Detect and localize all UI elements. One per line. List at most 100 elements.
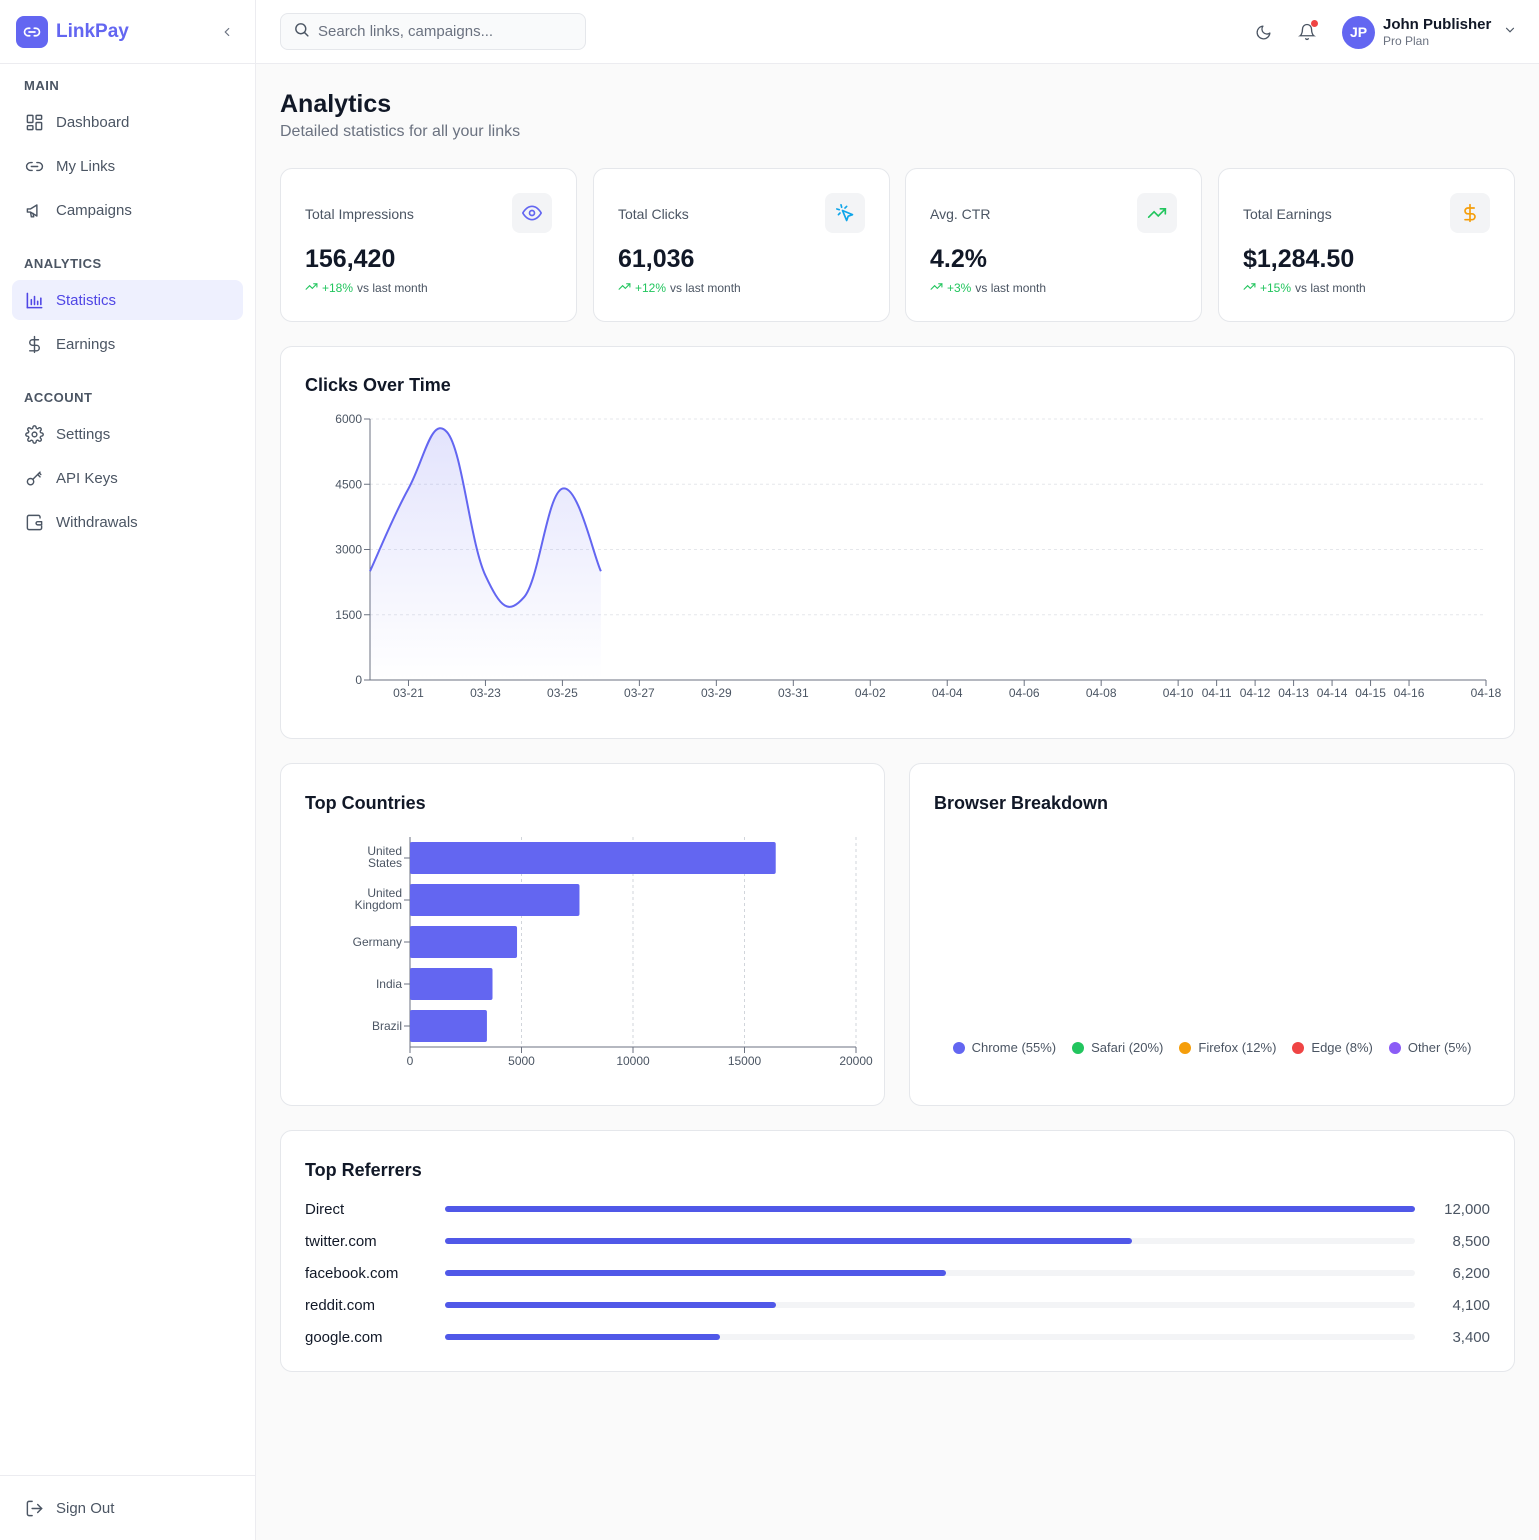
legend-item-chrome[interactable]: Chrome (55%)	[952, 1040, 1056, 1055]
country-bar	[410, 884, 580, 916]
stat-change-value: +3%	[947, 281, 972, 295]
referrer-row[interactable]: google.com 3,400	[305, 1327, 1490, 1347]
sidebar-item-label: Dashboard	[56, 113, 130, 131]
gear-icon	[24, 424, 44, 444]
x-tick-label: 04-11	[1202, 686, 1232, 700]
referrer-row[interactable]: twitter.com 8,500	[305, 1231, 1490, 1251]
cursor-click-icon	[825, 193, 865, 233]
clicks-series-line	[369, 427, 602, 608]
referrer-name: facebook.com	[305, 1264, 399, 1282]
legend-dot	[1388, 1041, 1401, 1054]
legend-dot	[1072, 1041, 1085, 1054]
sidebar-item-api-keys[interactable]: API Keys	[12, 458, 243, 498]
referrer-bar-track	[445, 1334, 1415, 1340]
sidebar-item-withdrawals[interactable]: Withdrawals	[12, 502, 243, 542]
x-tick-label: 04-08	[1086, 686, 1117, 700]
search-input[interactable]	[318, 23, 568, 40]
stat-change-value: +18%	[322, 281, 354, 295]
stat-value: 61,036	[618, 245, 695, 273]
sidebar-item-label: Settings	[56, 425, 111, 443]
sidebar-item-statistics[interactable]: Statistics	[12, 280, 243, 320]
brand-name[interactable]: LinkPay	[56, 20, 129, 42]
x-tick-label: 04-14	[1317, 686, 1348, 700]
search-icon	[293, 21, 310, 43]
referrer-row[interactable]: reddit.com 4,100	[305, 1295, 1490, 1315]
legend-item-edge[interactable]: Edge (8%)	[1292, 1040, 1373, 1055]
x-tick-label: 03-27	[624, 686, 655, 700]
legend-label: Edge (8%)	[1311, 1040, 1373, 1055]
legend-label: Other (5%)	[1407, 1040, 1472, 1055]
referrer-name: twitter.com	[305, 1232, 377, 1250]
y-tick-label-line: Kingdom	[355, 898, 402, 912]
sidebar-item-dashboard[interactable]: Dashboard	[12, 102, 243, 142]
referrer-row[interactable]: Direct 12,000	[305, 1199, 1490, 1219]
trending-up-icon	[1243, 280, 1256, 296]
avatar: JP	[1342, 15, 1375, 49]
referrer-row[interactable]: facebook.com 6,200	[305, 1263, 1490, 1283]
sidebar-item-label: My Links	[56, 157, 116, 175]
stat-label: Avg. CTR	[930, 206, 991, 222]
user-menu[interactable]: JP John Publisher Pro Plan	[1342, 14, 1517, 50]
stat-label: Total Earnings	[1243, 206, 1332, 222]
legend-dot	[1179, 1041, 1192, 1054]
chart-title: Clicks Over Time	[305, 375, 451, 395]
x-tick-label: 10000	[616, 1054, 650, 1068]
x-tick-label: 04-18	[1471, 686, 1502, 700]
legend-item-safari[interactable]: Safari (20%)	[1072, 1040, 1163, 1055]
search-box[interactable]	[280, 13, 586, 50]
x-tick-label: 04-13	[1278, 686, 1309, 700]
logo-link-icon[interactable]	[16, 15, 48, 48]
referrer-bar-fill	[445, 1302, 777, 1308]
referrer-bar-track	[445, 1206, 1415, 1212]
x-tick-label: 04-15	[1355, 686, 1386, 700]
y-tick-label: 6000	[335, 412, 362, 426]
legend-dot	[952, 1041, 965, 1054]
sidebar-item-campaigns[interactable]: Campaigns	[12, 190, 243, 230]
top-bar: JP John Publisher Pro Plan	[256, 0, 1539, 64]
nav-heading: MAIN	[24, 78, 60, 93]
wallet-icon	[24, 512, 44, 532]
page-subtitle: Detailed statistics for all your links	[280, 123, 521, 140]
dark-mode-toggle-moon-icon[interactable]	[1251, 20, 1275, 44]
x-tick-label: 20000	[839, 1054, 873, 1068]
collapse-sidebar-chevron-left-icon[interactable]	[217, 22, 237, 42]
bar-chart-icon	[24, 290, 44, 310]
stat-change: +18% vs last month	[305, 280, 552, 296]
referrer-value: 4,100	[1452, 1296, 1490, 1314]
sidebar-item-my-links[interactable]: My Links	[12, 146, 243, 186]
notifications-bell-icon[interactable]	[1295, 20, 1319, 44]
y-tick-label-line: United	[367, 844, 402, 858]
referrer-bar-track	[445, 1302, 1415, 1308]
sign-out-label: Sign Out	[56, 1499, 115, 1517]
stat-card-impressions: Total Impressions 156,420 +18% vs last m…	[280, 168, 577, 322]
stat-value: 4.2%	[930, 245, 987, 273]
sign-out-button[interactable]: Sign Out	[12, 1488, 243, 1528]
clicks-area-fill	[370, 428, 601, 680]
x-tick-label: 03-23	[470, 686, 501, 700]
y-tick-label: 3000	[335, 543, 362, 557]
stat-change-suffix: vs last month	[975, 281, 1047, 295]
sidebar-item-label: Withdrawals	[56, 513, 138, 531]
chart-title: Top Countries	[305, 793, 426, 813]
sidebar-item-label: Earnings	[56, 335, 116, 353]
sidebar-item-settings[interactable]: Settings	[12, 414, 243, 454]
stat-change-suffix: vs last month	[357, 281, 428, 295]
sidebar-item-earnings[interactable]: Earnings	[12, 324, 243, 364]
legend-item-other[interactable]: Other (5%)	[1388, 1040, 1472, 1055]
legend-dot	[1292, 1041, 1305, 1054]
referrer-bar-fill	[445, 1238, 1133, 1244]
stat-card-ctr: Avg. CTR 4.2% +3% vs last month	[905, 168, 1202, 322]
x-tick-label: 0	[407, 1054, 414, 1068]
brand: LinkPay	[0, 0, 255, 64]
referrer-bar-fill	[445, 1206, 1415, 1212]
clicks-over-time-card: Clicks Over Time 0 1500 3000 4500 6000 03-21 0…	[280, 346, 1515, 739]
country-bar	[410, 968, 493, 1000]
nav-section-main: MAIN Dashboard My Links Campaigns	[0, 76, 255, 230]
referrer-value: 12,000	[1444, 1200, 1490, 1218]
referrer-bar-track	[445, 1238, 1415, 1244]
x-tick-label: 04-04	[932, 686, 963, 700]
trending-up-icon	[1137, 193, 1177, 233]
nav-section-account: ACCOUNT Settings API Keys Withdrawals	[0, 388, 255, 542]
legend-item-firefox[interactable]: Firefox (12%)	[1179, 1040, 1276, 1055]
trending-up-icon	[618, 280, 631, 296]
